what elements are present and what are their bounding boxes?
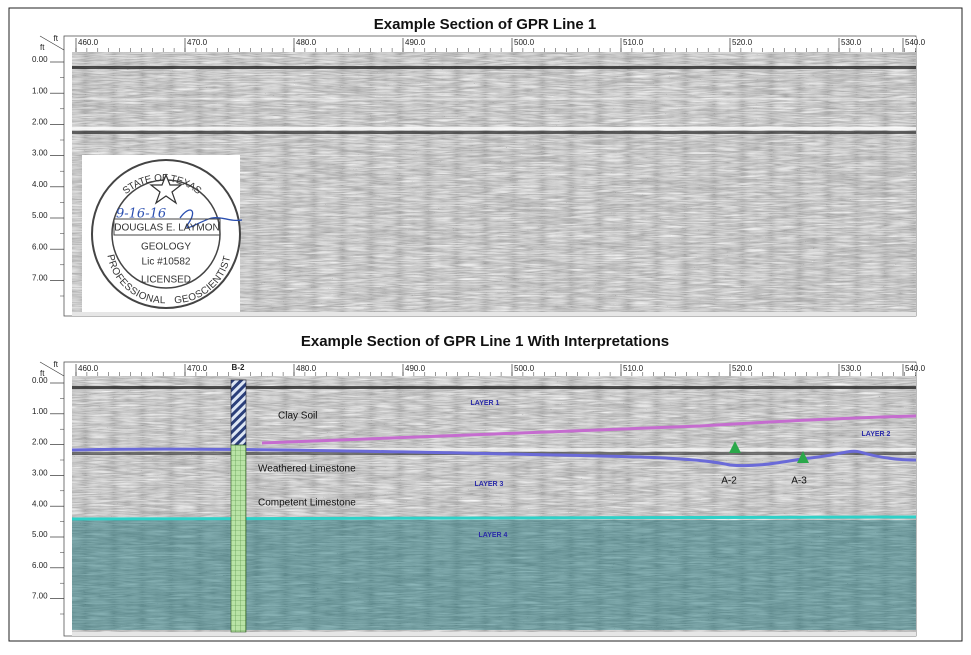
depth-label: 0.00 (32, 376, 48, 385)
reflector (72, 131, 916, 134)
x-unit: ft (54, 360, 59, 369)
layer-label: LAYER 4 (479, 532, 508, 539)
depth-label: 2.00 (32, 118, 48, 127)
depth-label: 1.00 (32, 86, 48, 95)
page: { "panels": [ { "title": "Example Sectio… (0, 0, 971, 650)
depth-label: 6.00 (32, 561, 48, 570)
x-tick-label: 540.0 (905, 38, 926, 47)
x-tick-label: 530.0 (841, 364, 862, 373)
seal-license: Lic #10582 (142, 257, 191, 268)
anomaly-label: A-2 (721, 476, 737, 487)
boring-limestone (231, 445, 246, 632)
scrollbar (72, 632, 916, 636)
unit-label: Weathered Limestone (258, 464, 356, 475)
x-tick-label: 540.0 (905, 364, 926, 373)
panel-title: Example Section of GPR Line 1 With Inter… (301, 333, 669, 350)
depth-label: 3.00 (32, 469, 48, 478)
figure: Example Section of GPR Line 1 Example Se… (0, 0, 971, 650)
layer-label: LAYER 3 (475, 481, 504, 488)
x-tick-label: 530.0 (841, 38, 862, 47)
x-tick-label: 480.0 (296, 364, 317, 373)
reflector (72, 386, 916, 389)
y-unit: ft (40, 43, 45, 52)
seal: STATE OF TEXAS 9-16-16 DOUGLAS E. LAYMON… (82, 155, 242, 312)
depth-label: 7.00 (32, 274, 48, 283)
reflector (72, 98, 916, 100)
layer-4-top (72, 517, 916, 519)
x-tick-label: 510.0 (623, 38, 644, 47)
x-tick-label: 480.0 (296, 38, 317, 47)
layer-label: LAYER 2 (862, 431, 891, 438)
x-tick-label: 520.0 (732, 364, 753, 373)
x-tick-label: 470.0 (187, 364, 208, 373)
unit-label: Clay Soil (278, 411, 317, 422)
depth-label: 4.00 (32, 180, 48, 189)
x-tick-label: 500.0 (514, 364, 535, 373)
depth-label: 4.00 (32, 499, 48, 508)
x-tick-label: 460.0 (78, 38, 99, 47)
seal-discipline: GEOLOGY (141, 242, 191, 253)
x-tick-label: 500.0 (514, 38, 535, 47)
seal-name: DOUGLAS E. LAYMON (114, 223, 219, 234)
depth-label: 7.00 (32, 592, 48, 601)
unit-label: Competent Limestone (258, 498, 356, 509)
depth-label: 3.00 (32, 149, 48, 158)
anomaly-label: A-3 (791, 476, 807, 487)
reflector (72, 66, 916, 69)
x-tick-label: 520.0 (732, 38, 753, 47)
x-tick-label: 460.0 (78, 364, 99, 373)
x-unit: ft (54, 34, 59, 43)
depth-label: 0.00 (32, 55, 48, 64)
depth-label: 5.00 (32, 211, 48, 220)
x-tick-label: 470.0 (187, 38, 208, 47)
x-tick-label: 490.0 (405, 364, 426, 373)
x-tick-label: 490.0 (405, 38, 426, 47)
reflector (72, 127, 916, 130)
depth-label: 2.00 (32, 438, 48, 447)
seal-licensed: LICENSED (141, 275, 191, 286)
x-tick-label: 510.0 (623, 364, 644, 373)
panel-title: Example Section of GPR Line 1 (374, 16, 597, 33)
boring-clay (231, 380, 246, 445)
depth-label: 6.00 (32, 242, 48, 251)
depth-label: 5.00 (32, 530, 48, 539)
depth-label: 1.00 (32, 407, 48, 416)
scrollbar (72, 312, 916, 316)
layer-label: LAYER 1 (471, 400, 500, 407)
boring-label: B-2 (232, 363, 245, 372)
